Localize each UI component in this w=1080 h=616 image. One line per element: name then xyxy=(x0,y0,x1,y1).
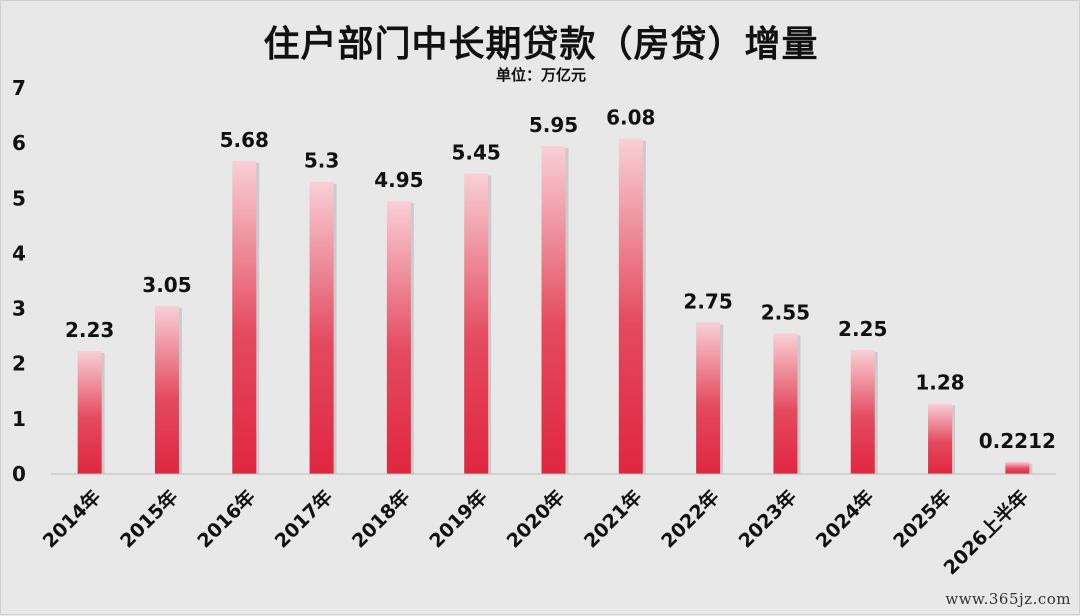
bar xyxy=(773,333,798,474)
bar xyxy=(541,145,566,474)
data-label: 6.08 xyxy=(606,106,655,130)
y-tick-label: 6 xyxy=(12,131,26,155)
x-category-label: 2020年 xyxy=(502,485,569,552)
x-category-label: 2017年 xyxy=(270,485,337,552)
x-category-label: 2021年 xyxy=(579,485,646,552)
y-tick-label: 5 xyxy=(12,186,26,210)
data-label: 1.28 xyxy=(915,370,964,394)
data-label: 2.23 xyxy=(65,318,114,342)
y-tick-label: 7 xyxy=(12,76,26,100)
y-tick-label: 2 xyxy=(12,352,26,376)
data-label: 5.95 xyxy=(529,113,578,137)
watermark: www.365jz.com xyxy=(945,590,1071,608)
data-label: 4.95 xyxy=(374,168,423,192)
bar xyxy=(154,305,179,474)
data-label: 2.75 xyxy=(683,289,732,313)
x-category-label: 2023年 xyxy=(734,485,801,552)
bar xyxy=(309,181,334,474)
data-label: 5.3 xyxy=(304,149,339,173)
data-label: 5.68 xyxy=(220,128,269,152)
y-tick-label: 3 xyxy=(12,297,26,321)
data-label: 2.55 xyxy=(761,300,810,324)
chart-title: 住户部门中长期贷款（房贷）增量 xyxy=(263,24,819,65)
y-tick-label: 4 xyxy=(12,241,26,265)
x-category-label: 2018年 xyxy=(347,485,414,552)
x-category-label: 2016年 xyxy=(193,485,260,552)
data-label: 2.25 xyxy=(838,317,887,341)
x-category-label: 2014年 xyxy=(38,485,105,552)
bar xyxy=(618,138,643,474)
bar xyxy=(386,201,411,475)
x-category-label: 2024年 xyxy=(811,485,878,552)
bar xyxy=(77,351,102,474)
bar xyxy=(232,160,257,474)
data-label: 0.2212 xyxy=(979,429,1056,453)
x-category-label: 2022年 xyxy=(657,485,724,552)
chart-subtitle: 单位：万亿元 xyxy=(495,66,586,84)
x-category-label: 2015年 xyxy=(115,485,182,552)
y-tick-label: 1 xyxy=(12,407,26,431)
y-tick-label: 0 xyxy=(12,462,26,486)
bar xyxy=(1005,461,1030,474)
data-label: 5.45 xyxy=(452,140,501,164)
x-category-label: 2019年 xyxy=(425,485,492,552)
x-category-label: 2025年 xyxy=(888,485,955,552)
bar xyxy=(928,403,953,474)
bar xyxy=(850,349,875,474)
data-label: 3.05 xyxy=(142,273,191,297)
bar xyxy=(464,173,489,474)
bar xyxy=(696,322,721,474)
